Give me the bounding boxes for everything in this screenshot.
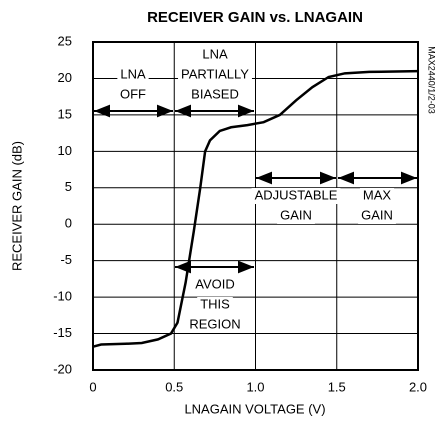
annotation: REGION [189, 316, 240, 331]
annotation: OFF [120, 86, 146, 101]
annotation-bg [199, 47, 231, 63]
annotation-bg [359, 188, 395, 204]
annotation-bg [117, 87, 149, 103]
annotation-bg [192, 277, 238, 293]
y-tick-label: -5 [60, 252, 72, 267]
x-tick-label: 1.5 [328, 379, 346, 394]
annotation: BIASED [191, 86, 239, 101]
annotation-bg [251, 188, 341, 204]
y-tick-label: 25 [58, 33, 72, 48]
annotation-bg [197, 297, 233, 313]
annotation-bg [188, 87, 242, 103]
annotation-bg [178, 67, 252, 83]
annotation: AVOID [195, 276, 235, 291]
x-tick-label: 0 [89, 379, 96, 394]
y-tick-label: -10 [53, 289, 72, 304]
annotation: MAX [363, 187, 392, 202]
x-tick-label: 1.0 [246, 379, 264, 394]
y-tick-label: -15 [53, 325, 72, 340]
annotation-bg [117, 67, 149, 83]
annotation: LNA [202, 46, 228, 61]
y-tick-label: 5 [65, 179, 72, 194]
annotation: PARTIALLY [181, 66, 249, 81]
annotation: GAIN [280, 207, 312, 222]
figure-id: MAX2440/1/2-03 [427, 46, 437, 114]
y-tick-label: 0 [65, 216, 72, 231]
annotation-bg [277, 208, 315, 224]
x-tick-label: 2.0 [409, 379, 427, 394]
x-tick-label: 0.5 [165, 379, 183, 394]
y-tick-label: 15 [58, 106, 72, 121]
annotation: LNA [120, 66, 146, 81]
y-tick-label: 10 [58, 143, 72, 158]
annotation: ADJUSTABLE [255, 187, 338, 202]
annotation: GAIN [361, 207, 393, 222]
x-axis-label: LNAGAIN VOLTAGE (V) [184, 401, 325, 416]
annotation-bg [358, 208, 396, 224]
annotation-bg [186, 317, 244, 333]
chart-title: RECEIVER GAIN vs. LNAGAIN [147, 9, 363, 26]
y-tick-label: 20 [58, 70, 72, 85]
annotation: THIS [200, 296, 230, 311]
plot-frame [92, 41, 419, 371]
y-tick-label: -20 [53, 361, 72, 376]
y-axis-label: RECEIVER GAIN (dB) [9, 141, 24, 271]
gain-curve [92, 69, 419, 348]
